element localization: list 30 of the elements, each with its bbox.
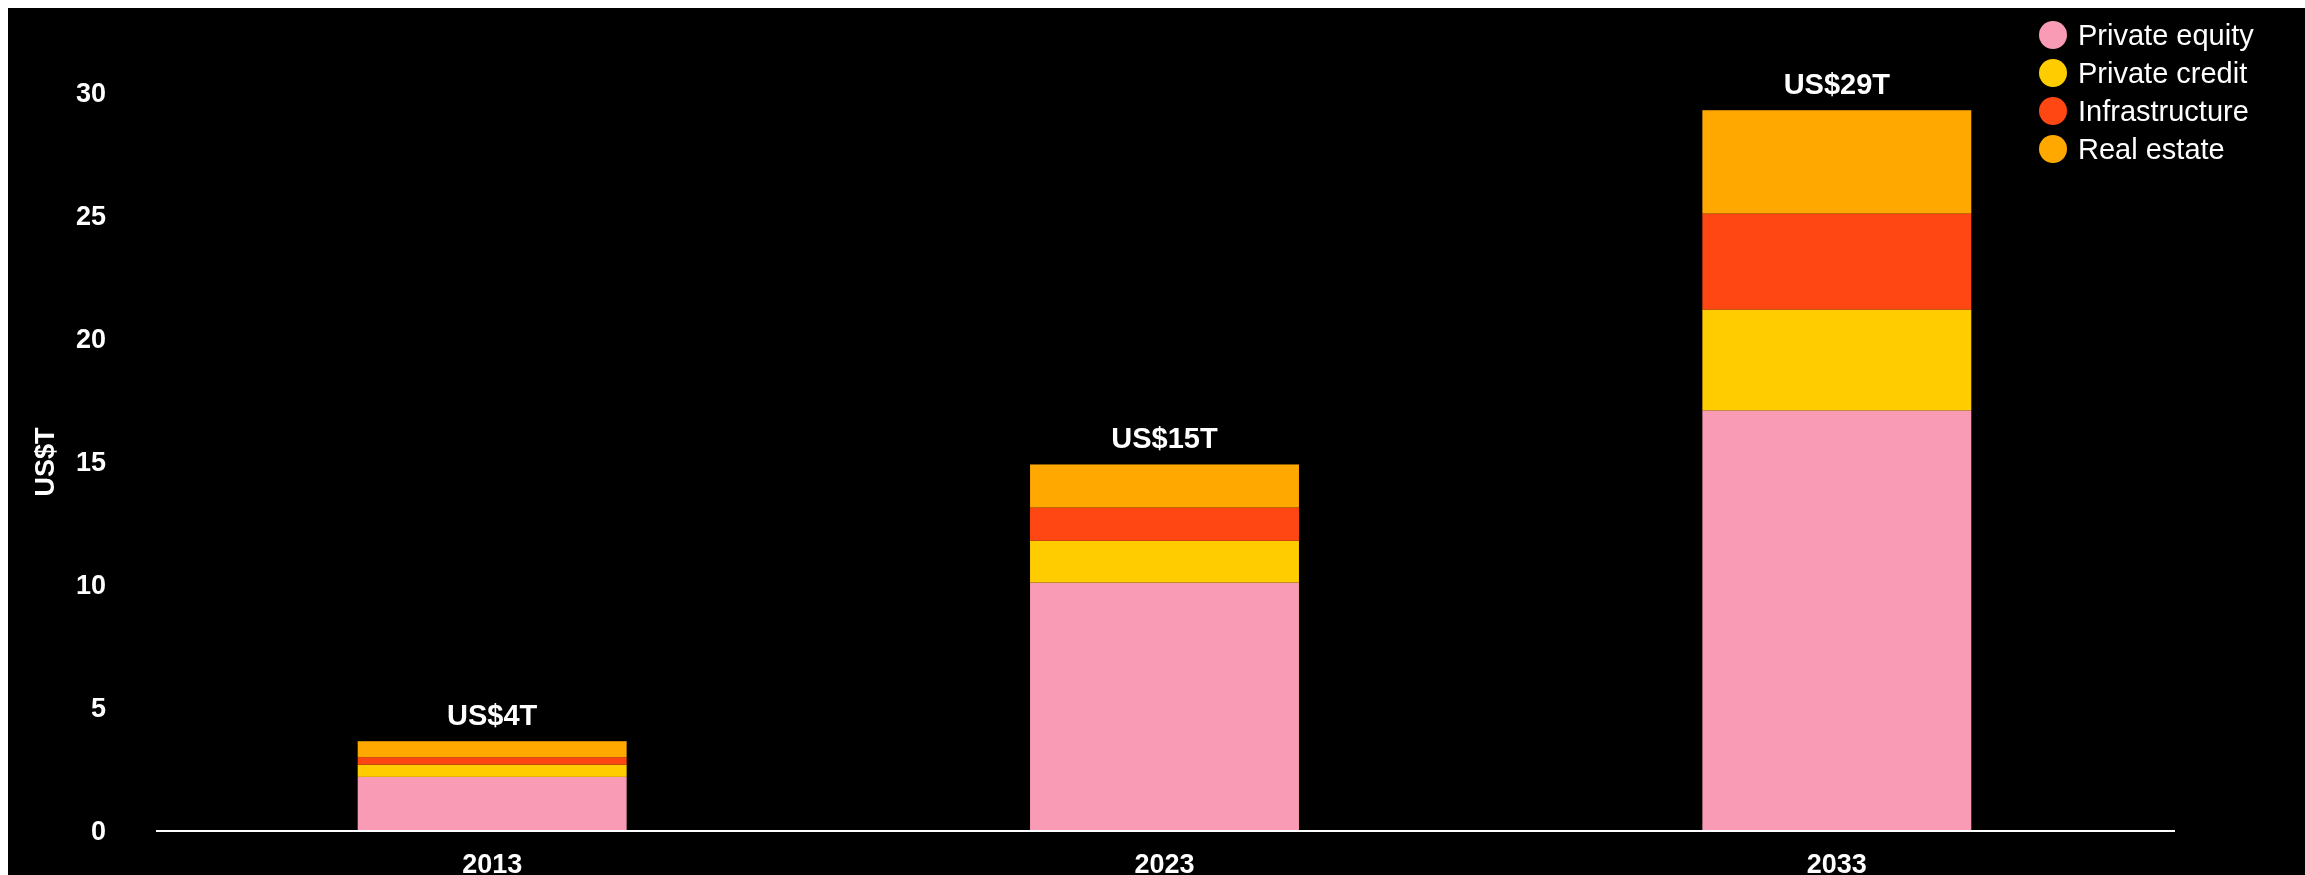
bar bbox=[1702, 213, 1972, 310]
total-label: US$4T bbox=[447, 699, 538, 732]
bar bbox=[357, 776, 627, 831]
total-label: US$29T bbox=[1783, 68, 1891, 101]
y-tick-label: 0 bbox=[90, 816, 106, 847]
y-tick-label: 30 bbox=[75, 78, 106, 109]
y-tick-label: 5 bbox=[90, 693, 106, 724]
bar bbox=[1030, 507, 1299, 541]
y-tick-label: 25 bbox=[75, 201, 106, 232]
x-tick-label: 2023 bbox=[1134, 849, 1195, 875]
bar bbox=[1030, 540, 1299, 583]
legend-label: Private equity bbox=[2078, 19, 2255, 52]
bar bbox=[1702, 110, 1972, 214]
y-tick-label: 10 bbox=[75, 570, 106, 601]
legend-label: Private credit bbox=[2078, 57, 2248, 90]
x-tick-label: 2033 bbox=[1806, 849, 1867, 875]
legend-label: Infrastructure bbox=[2078, 95, 2249, 128]
bar bbox=[1702, 410, 1972, 831]
x-tick-label: 2013 bbox=[462, 849, 523, 875]
bar bbox=[1702, 309, 1972, 411]
bar bbox=[357, 741, 627, 758]
bar bbox=[357, 757, 627, 765]
legend-label: Real estate bbox=[2078, 133, 2225, 166]
bar bbox=[1030, 582, 1299, 831]
bar bbox=[357, 764, 627, 777]
total-label: US$15T bbox=[1111, 422, 1218, 455]
y-tick-label: 15 bbox=[75, 447, 106, 478]
y-tick-label: 20 bbox=[75, 324, 106, 355]
bar bbox=[1030, 464, 1299, 508]
y-axis-title: US$T bbox=[30, 426, 60, 497]
